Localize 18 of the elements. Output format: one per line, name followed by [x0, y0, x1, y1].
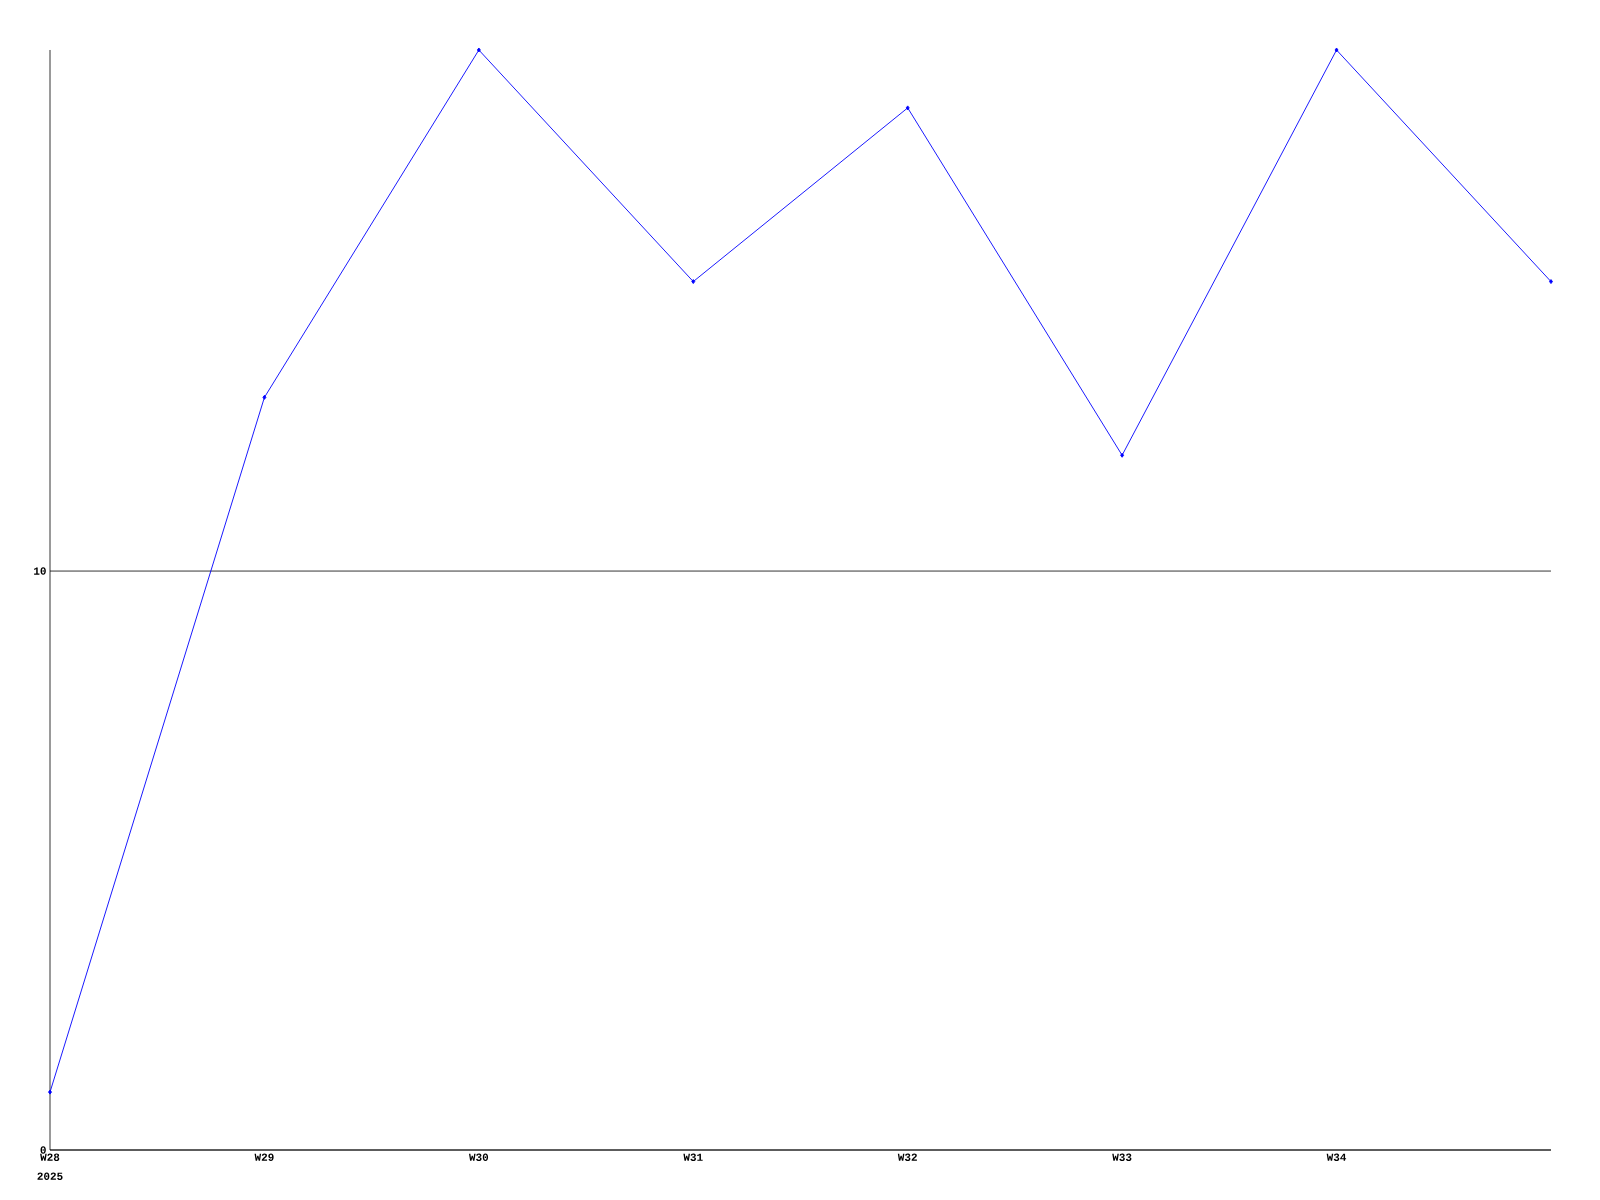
y-tick-label: 10	[34, 567, 46, 575]
x-tick-label: W33	[1112, 1153, 1132, 1161]
point	[905, 105, 910, 111]
x-tick-label: W32	[897, 1153, 917, 1161]
x-tick-label: W29	[254, 1153, 274, 1161]
point	[262, 394, 267, 400]
point	[476, 47, 481, 53]
point	[1334, 47, 1339, 53]
point	[48, 1089, 52, 1095]
point	[1120, 452, 1125, 458]
x-tick-label: W34	[1326, 1153, 1347, 1161]
x-tick-label: W31	[683, 1153, 703, 1161]
x-tick-label: W30	[468, 1153, 489, 1161]
text: 2025	[37, 1172, 63, 1180]
y-tick-label: 0	[40, 1146, 46, 1154]
point	[1549, 279, 1553, 285]
x-tick-label: W28	[40, 1153, 60, 1161]
point	[691, 279, 696, 285]
